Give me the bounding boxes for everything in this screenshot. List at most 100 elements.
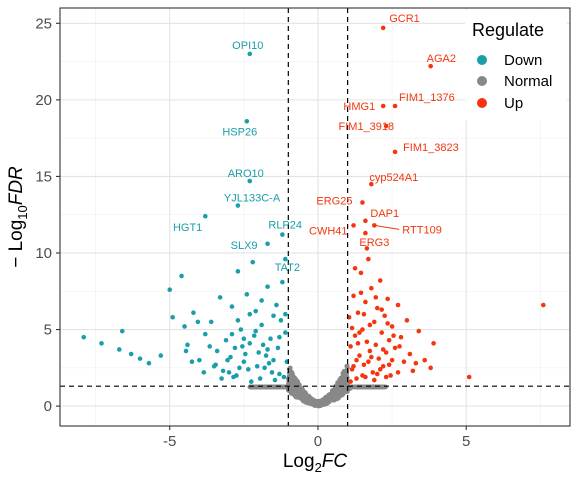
down-point: [189, 359, 195, 364]
down-point: [265, 347, 270, 352]
gene-label: FIM1_3823: [403, 142, 459, 154]
down-point: [248, 379, 254, 384]
down-point: [280, 279, 285, 285]
grid-lines: [60, 8, 570, 426]
down-point: [259, 298, 264, 303]
gene-label: HMG1: [343, 101, 375, 113]
y-axis-title-prefix: − Log: [6, 220, 27, 268]
down-point: [207, 344, 213, 349]
up-point: [352, 265, 358, 271]
down-point: [247, 311, 253, 317]
down-point: [245, 367, 251, 372]
gene-label: ERG25: [316, 195, 352, 207]
legend-label-up: Up: [504, 95, 523, 112]
normal-point: [309, 399, 314, 405]
legend: Regulate Down Normal Up: [465, 10, 567, 120]
up-point: [379, 330, 385, 335]
normal-point: [286, 370, 292, 376]
down-point: [237, 365, 242, 371]
down-point: [201, 370, 207, 375]
legend-label-down: Down: [504, 52, 542, 69]
down-points: [81, 51, 290, 384]
down-point: [277, 371, 282, 377]
down-point: [265, 284, 270, 289]
labeled-gene-point: [265, 241, 270, 247]
normal-point: [338, 381, 344, 386]
normal-point: [329, 396, 334, 401]
down-point: [179, 273, 184, 279]
down-point: [259, 322, 264, 328]
up-point: [348, 379, 353, 384]
up-point: [372, 377, 377, 383]
down-point: [241, 336, 247, 342]
normal-point: [313, 399, 319, 405]
gene-label: YJL133C-A: [224, 193, 281, 205]
down-point: [229, 331, 235, 337]
legend-key-up: [477, 98, 487, 108]
labeled-gene-point: [280, 232, 285, 237]
gene-label: SLX9: [231, 240, 258, 252]
down-point: [183, 348, 189, 354]
up-point: [355, 310, 361, 315]
axes: -5 0 5 0 5 10 15 20 25: [35, 15, 470, 450]
gene-label: HSP26: [222, 126, 257, 138]
panel-border: [59, 7, 571, 427]
up-point: [348, 344, 353, 349]
up-point: [392, 345, 398, 351]
down-point: [271, 357, 276, 363]
up-point: [389, 357, 395, 363]
down-point: [167, 287, 173, 293]
down-point: [241, 359, 247, 364]
down-point: [277, 334, 282, 340]
down-point: [283, 311, 288, 317]
y-axis-title-subscript: 10: [15, 205, 30, 219]
down-point: [281, 374, 287, 380]
down-point: [81, 334, 87, 340]
labeled-gene-point: [369, 181, 374, 187]
down-point: [119, 328, 125, 334]
normal-point: [339, 387, 345, 392]
normal-point: [339, 392, 345, 398]
down-point: [220, 368, 226, 374]
down-point: [244, 292, 250, 297]
up-point: [382, 313, 387, 319]
legend-label-normal: Normal: [504, 73, 552, 90]
down-point: [228, 354, 233, 360]
labeled-gene-point: [380, 103, 386, 109]
up-point: [363, 299, 368, 305]
labeled-gene-point: [235, 203, 241, 208]
down-point: [117, 347, 122, 352]
up-point: [385, 296, 390, 302]
labeled-gene-point: [247, 51, 253, 57]
up-point: [367, 322, 373, 328]
normal-point: [274, 384, 279, 390]
normal-point: [355, 384, 361, 390]
normal-point: [351, 384, 357, 390]
normal-point: [371, 384, 377, 390]
y-axis-title-italic: FDR: [6, 166, 27, 205]
down-point: [283, 330, 288, 335]
up-point: [386, 362, 392, 368]
up-point: [395, 302, 401, 308]
up-point: [366, 256, 371, 262]
down-point: [214, 348, 220, 354]
down-point: [235, 318, 241, 323]
normal-point: [306, 393, 312, 399]
down-point: [223, 337, 229, 343]
up-point: [373, 295, 379, 300]
down-point: [219, 376, 224, 381]
x-axis-title-italic: FC: [322, 451, 348, 472]
up-point: [397, 344, 402, 349]
down-point: [250, 259, 256, 265]
down-point: [137, 356, 143, 361]
normal-point: [293, 394, 299, 400]
normal-point: [362, 384, 368, 390]
gene-label: RLP24: [268, 220, 302, 232]
up-point: [466, 374, 472, 380]
up-point: [410, 368, 416, 374]
y-tick-label: 15: [35, 168, 52, 185]
down-point: [253, 308, 258, 314]
normal-point: [294, 387, 299, 393]
